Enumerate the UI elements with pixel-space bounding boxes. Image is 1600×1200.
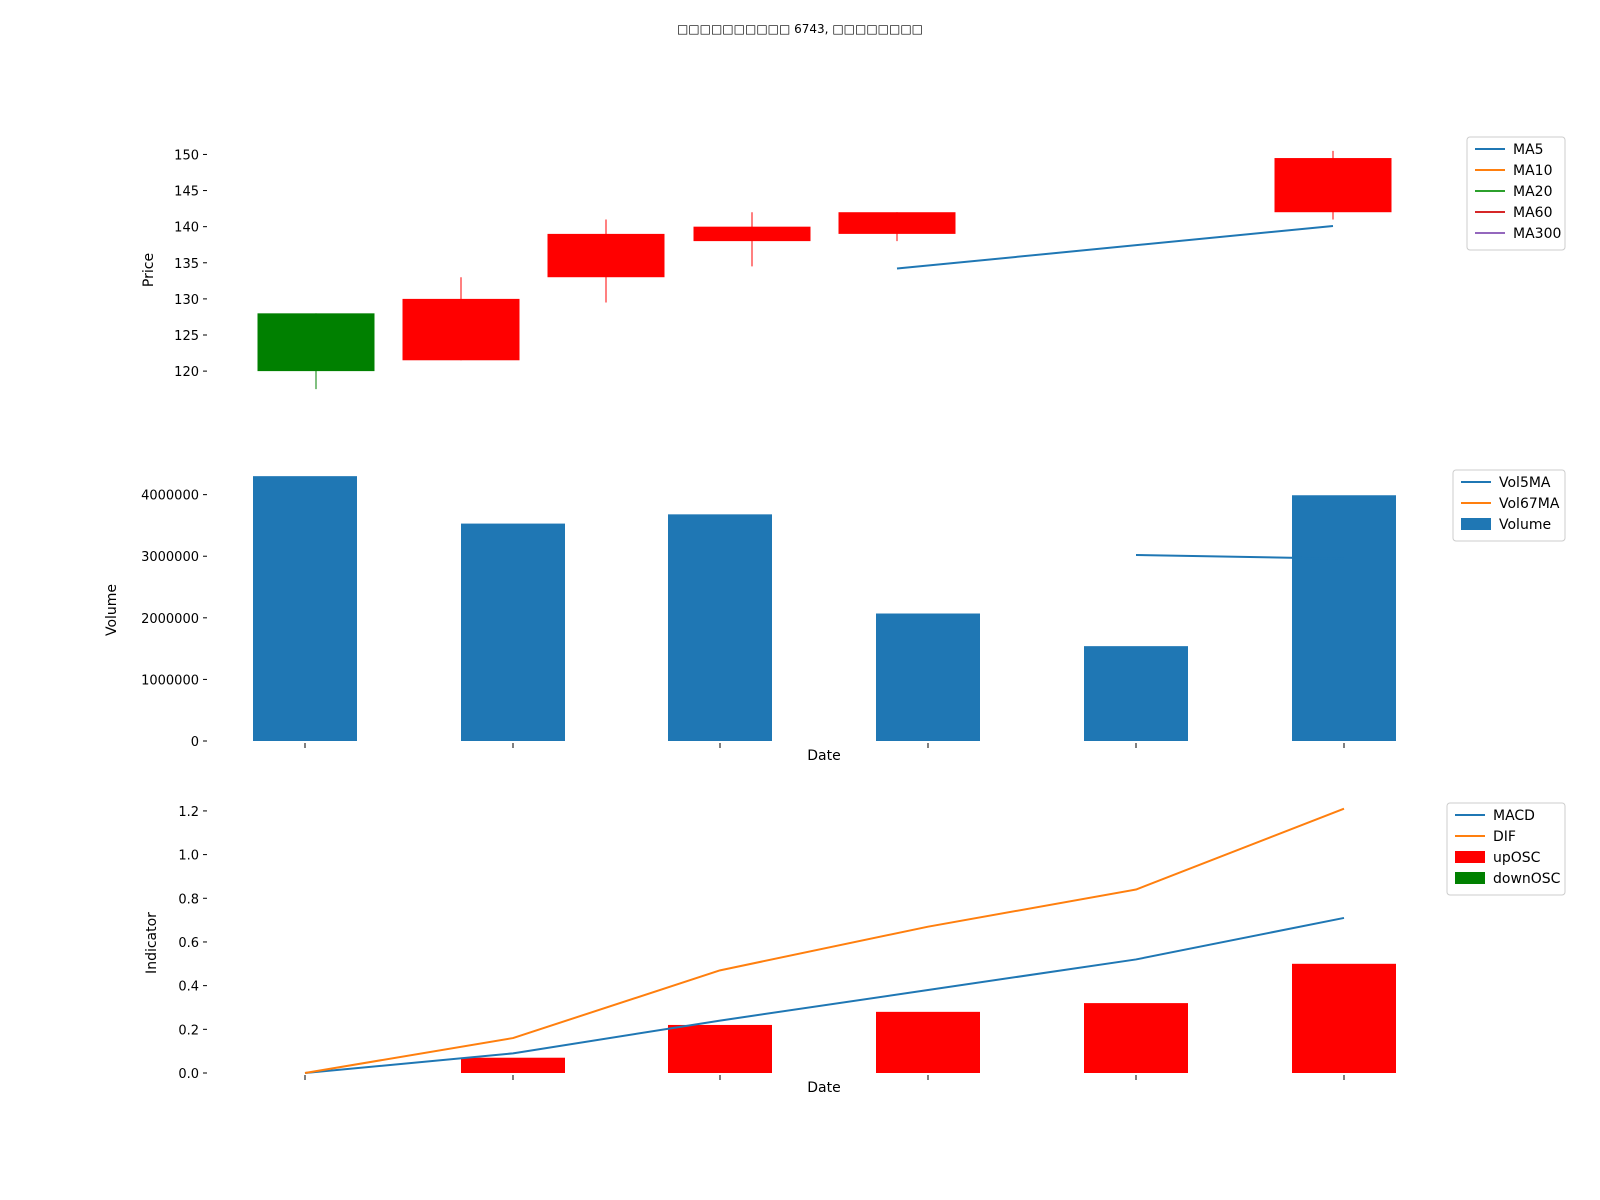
volume-ytick-label: 4000000 (141, 489, 199, 504)
volume-ylabel: Volume (104, 584, 120, 636)
volume-legend-label: Vol5MA (1499, 475, 1551, 491)
indicator-ylabel: Indicator (144, 912, 160, 974)
indicator-legend-label: DIF (1493, 829, 1516, 845)
candle-body (838, 212, 956, 234)
indicator-line-dif (304, 807, 1345, 1074)
volume-legend-label: Vol67MA (1499, 496, 1560, 512)
indicator-legend-swatch-downosc (1455, 872, 1485, 884)
volume-bar (253, 476, 357, 741)
price-legend-label: MA5 (1513, 142, 1544, 158)
price-legend-label: MA300 (1513, 226, 1561, 242)
price-panel: 120 125 130 135 140 145 150 Price MA5 MA10 MA20 MA6… (141, 136, 1566, 390)
price-ytick-label: 150 (174, 148, 199, 163)
price-ytick-label: 125 (174, 329, 199, 344)
price-legend-label: MA10 (1513, 163, 1552, 179)
candle-body (1274, 158, 1392, 213)
indicator-panel: 0.0 0.2 0.4 0.6 0.8 1.0 1.2 Indicator Date MACD DI… (144, 802, 1566, 1096)
osc-bar (668, 1024, 772, 1073)
volume-legend-label: Volume (1499, 517, 1551, 533)
candle-body (257, 313, 375, 372)
indicator-legend-label: upOSC (1493, 850, 1541, 866)
volume-ytick-label: 2000000 (141, 612, 199, 627)
volume-ytick-label: 3000000 (141, 550, 199, 565)
indicator-legend-swatch-uposc (1455, 851, 1485, 863)
candle-body (547, 233, 665, 278)
volume-bar (668, 514, 772, 741)
osc-bar (461, 1057, 565, 1073)
price-ytick-label: 135 (174, 257, 199, 272)
volume-bar (1084, 646, 1188, 741)
volume-ytick-label: 1000000 (141, 673, 199, 688)
indicator-ytick-label: 1.2 (178, 805, 199, 820)
candle-body (693, 226, 811, 242)
price-ytick-label: 120 (174, 365, 199, 380)
indicator-legend-label: downOSC (1493, 871, 1561, 887)
osc-bar (1292, 963, 1396, 1073)
indicator-ytick-label: 0.0 (178, 1067, 199, 1082)
volume-bar (461, 523, 565, 741)
figure-title: □□□□□□□□□□ 6743, □□□□□□□□ (677, 22, 923, 36)
price-ytick-label: 145 (174, 185, 199, 200)
indicator-ytick-label: 1.0 (178, 849, 199, 864)
price-ytick-label: 140 (174, 221, 199, 236)
price-line-ma5 (896, 224, 1334, 270)
volume-panel: 0 1000000 2000000 3000000 4000000 Volume Date V… (104, 469, 1566, 764)
indicator-xlabel: Date (807, 1080, 840, 1096)
indicator-ytick-label: 0.8 (178, 892, 199, 907)
indicator-ytick-label: 0.2 (178, 1023, 199, 1038)
price-legend-label: MA60 (1513, 205, 1552, 221)
volume-ytick-label: 0 (191, 735, 199, 750)
volume-line-vol5ma (1135, 553, 1345, 560)
indicator-ytick-label: 0.6 (178, 936, 199, 951)
price-legend-label: MA20 (1513, 184, 1552, 200)
indicator-ytick-label: 0.4 (178, 980, 199, 995)
price-legend-box (1466, 136, 1566, 251)
volume-bar (876, 613, 980, 741)
volume-xlabel: Date (807, 748, 840, 764)
candle-body (402, 298, 520, 361)
indicator-line-macd (304, 916, 1345, 1074)
osc-bar (876, 1011, 980, 1073)
price-ylabel: Price (141, 253, 157, 287)
indicator-legend-label: MACD (1493, 808, 1535, 824)
volume-legend-swatch-volume (1461, 518, 1491, 530)
price-ytick-label: 130 (174, 293, 199, 308)
volume-bar (1292, 495, 1396, 741)
osc-bar (1084, 1003, 1188, 1073)
